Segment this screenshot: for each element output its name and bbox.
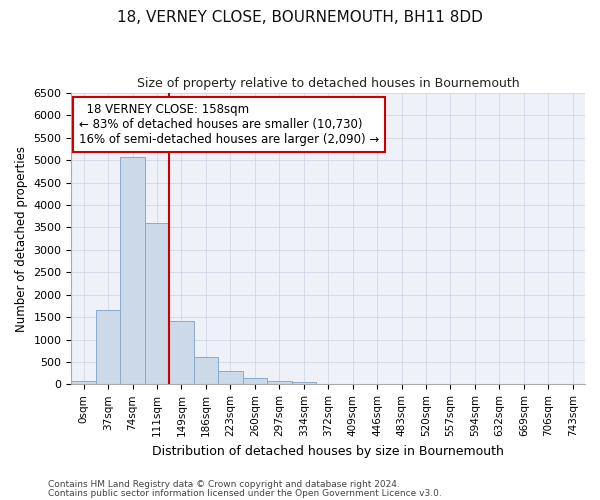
- Bar: [194, 357, 218, 384]
- Text: 18, VERNEY CLOSE, BOURNEMOUTH, BH11 8DD: 18, VERNEY CLOSE, BOURNEMOUTH, BH11 8DD: [117, 10, 483, 25]
- Bar: [71, 381, 96, 384]
- Title: Size of property relative to detached houses in Bournemouth: Size of property relative to detached ho…: [137, 78, 520, 90]
- Bar: [267, 381, 292, 384]
- Text: Contains HM Land Registry data © Crown copyright and database right 2024.: Contains HM Land Registry data © Crown c…: [48, 480, 400, 489]
- Bar: [145, 223, 169, 384]
- Bar: [242, 378, 267, 384]
- Text: Contains public sector information licensed under the Open Government Licence v3: Contains public sector information licen…: [48, 488, 442, 498]
- Bar: [218, 372, 242, 384]
- Y-axis label: Number of detached properties: Number of detached properties: [15, 146, 28, 332]
- Bar: [96, 310, 121, 384]
- X-axis label: Distribution of detached houses by size in Bournemouth: Distribution of detached houses by size …: [152, 444, 504, 458]
- Bar: [121, 156, 145, 384]
- Bar: [169, 320, 194, 384]
- Bar: [292, 382, 316, 384]
- Text: 18 VERNEY CLOSE: 158sqm
← 83% of detached houses are smaller (10,730)
16% of sem: 18 VERNEY CLOSE: 158sqm ← 83% of detache…: [79, 103, 379, 146]
